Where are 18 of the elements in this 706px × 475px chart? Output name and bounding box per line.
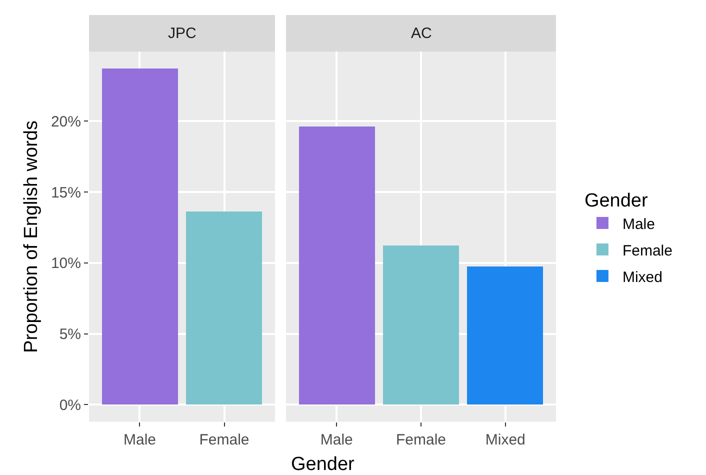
legend-label: Male bbox=[622, 216, 655, 233]
y-tick-label: 5% bbox=[59, 326, 81, 344]
y-tick-label: 10% bbox=[50, 255, 81, 272]
legend-label: Mixed bbox=[622, 268, 662, 286]
chart-title: AC bbox=[411, 25, 432, 42]
y-tick-label: 20% bbox=[50, 113, 81, 130]
legend-label: Female bbox=[622, 242, 672, 260]
x-tick-label: Mixed bbox=[485, 432, 526, 449]
x-axis-title: Gender bbox=[291, 454, 356, 475]
y-tick-label: 15% bbox=[50, 184, 81, 202]
x-tick-label: Male bbox=[123, 432, 156, 449]
y-tick-label: 0% bbox=[59, 396, 81, 414]
x-tick-label: Female bbox=[396, 432, 446, 449]
chart-title: JPC bbox=[168, 25, 197, 42]
x-tick-label: Male bbox=[320, 432, 353, 449]
x-tick-label: Female bbox=[199, 432, 250, 449]
y-axis-title: Proportion of English words bbox=[20, 120, 42, 353]
legend-title: Gender bbox=[584, 190, 648, 212]
